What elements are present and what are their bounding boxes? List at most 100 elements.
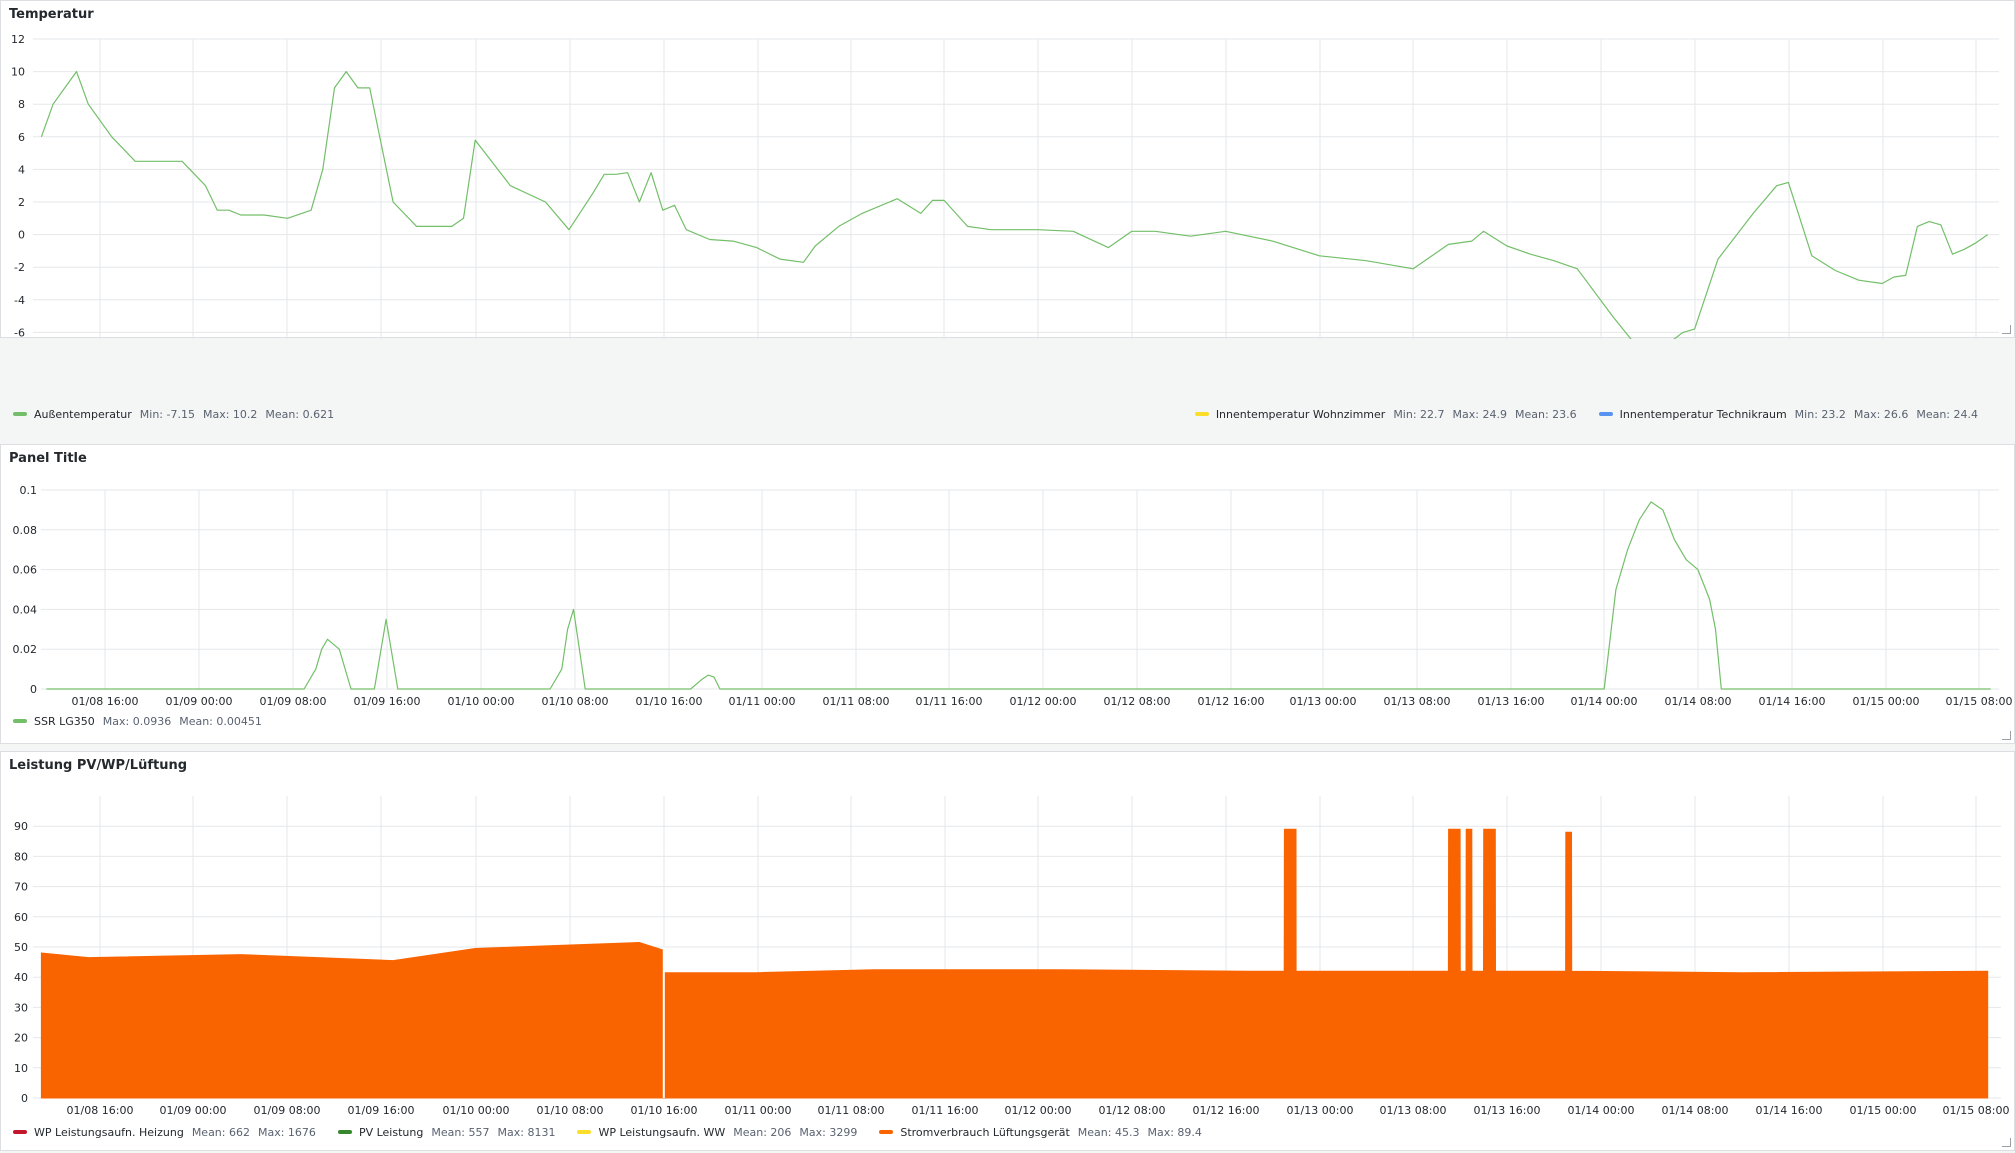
y-tick-label: 0.1 — [20, 484, 38, 497]
legend-stat: Mean: 45.3 — [1077, 1125, 1140, 1139]
x-tick-label: 01/10 08:00 — [542, 695, 609, 708]
legend-swatch — [13, 1130, 27, 1134]
y-tick-label: 0.08 — [13, 524, 38, 537]
legend-stat: Max: 0.0936 — [102, 714, 172, 728]
y-tick-label: 80 — [14, 850, 28, 863]
x-tick-label: 01/12 00:00 — [1010, 695, 1077, 708]
x-tick-label: 01/13 08:00 — [1384, 695, 1451, 708]
x-tick-label: 01/12 00:00 — [1005, 1104, 1072, 1117]
legend-left: Außentemperatur Min: -7.15 Max: 10.2 Mean: … — [13, 406, 356, 422]
x-tick-label: 01/10 16:00 — [636, 695, 703, 708]
legend-series-name: Außentemperatur — [34, 407, 132, 421]
legend-item[interactable]: PV Leistung Mean: 557 Max: 8131 — [337, 1125, 564, 1139]
y-tick-label: 70 — [14, 881, 28, 894]
x-tick-label: 01/14 08:00 — [1662, 1104, 1729, 1117]
legend-item[interactable]: WP Leistungsaufn. WW Mean: 206 Max: 3299 — [577, 1126, 865, 1139]
legend-stat: Mean: 206 — [733, 1125, 792, 1139]
y-tick-label: 8 — [18, 98, 25, 111]
panel-title[interactable]: Leistung PV/WP/Lüftung — [9, 758, 188, 773]
legend-stat: Max: 24.9 — [1452, 407, 1507, 421]
legend-swatch — [577, 1130, 592, 1134]
x-tick-label: 01/15 00:00 — [1853, 695, 1920, 708]
x-tick-label: 01/08 16:00 — [67, 1104, 134, 1117]
legend-item[interactable]: Außentemperatur Min: -7.15 Max: 10.2 Mean: … — [13, 408, 342, 421]
x-tick-label: 01/14 16:00 — [1759, 695, 1826, 708]
x-tick-label: 01/10 08:00 — [537, 1104, 604, 1117]
legend-stat: Min: 22.7 — [1393, 407, 1445, 421]
legend-item[interactable]: WP Leistungsaufn. Heizung Mean: 662 Max: 1… — [13, 1126, 324, 1139]
x-tick-label: 01/09 08:00 — [254, 1104, 321, 1117]
y-tick-label: -4 — [14, 294, 25, 307]
x-tick-label: 01/14 00:00 — [1571, 695, 1638, 708]
y-tick-label: 6 — [18, 131, 25, 144]
legend-stat: Max: 8131 — [497, 1125, 556, 1139]
legend-stat: Max: 26.6 — [1853, 407, 1909, 421]
legend-series-name: PV Leistung — [358, 1125, 424, 1139]
y-tick-label: 90 — [14, 820, 28, 833]
legend-stat: Max: 3299 — [799, 1125, 858, 1139]
legend-series-name: Innentemperatur Wohnzimmer — [1215, 407, 1386, 421]
legend-series-name: WP Leistungsaufn. WW — [598, 1125, 726, 1139]
legend-stat: Mean: 0.00451 — [179, 714, 262, 728]
x-tick-label: 01/13 08:00 — [1380, 1104, 1447, 1117]
legend-stat: Mean: 23.6 — [1514, 407, 1577, 421]
legend-series-name: Innentemperatur Technikraum — [1619, 407, 1787, 421]
legend-stat: Max: 1676 — [257, 1125, 316, 1139]
y-tick-label: 60 — [14, 911, 28, 924]
series-line — [40, 71, 1989, 339]
legend-stat: Max: 10.2 — [202, 407, 258, 421]
y-tick-label: 0 — [21, 1092, 28, 1105]
legend-swatch — [1194, 412, 1209, 416]
x-tick-label: 01/10 00:00 — [443, 1104, 510, 1117]
leistung-panel: Leistung PV/WP/Lüftung 90 80 70 60 50 40 30 20 1… — [0, 751, 2015, 1151]
x-tick-label: 01/15 08:00 — [1946, 695, 2013, 708]
x-tick-label: 01/14 16:00 — [1756, 1104, 1823, 1117]
resize-handle[interactable] — [2002, 1138, 2011, 1147]
y-tick-label: 0 — [30, 683, 37, 696]
x-tick-label: 01/09 08:00 — [260, 695, 327, 708]
legend-stat: Mean: 24.4 — [1916, 407, 1978, 421]
y-tick-label: 40 — [14, 971, 28, 984]
legend-left: SSR LG350 Max: 0.0936 Mean: 0.00451 — [13, 713, 284, 729]
legend-item[interactable]: Stromverbrauch Lüftungsgerät Mean: 45.3 Ma… — [879, 1126, 1210, 1139]
x-tick-label: 01/11 08:00 — [823, 695, 890, 708]
legend-series-name: Stromverbrauch Lüftungsgerät — [900, 1125, 1070, 1139]
panel-title[interactable]: Panel Title — [9, 451, 87, 466]
y-tick-label: 20 — [14, 1032, 28, 1045]
y-tick-label: 2 — [18, 196, 25, 209]
legend-item[interactable]: Innentemperatur Technikraum Min: 23.2 Max:… — [1598, 407, 1986, 421]
x-tick-label: 01/09 00:00 — [166, 695, 233, 708]
leistung-chart[interactable]: 90 80 70 60 50 40 30 20 10 0 01/08 16:00 01/09 00:0… — [1, 752, 2015, 1152]
legend-stat: Mean: 0.621 — [265, 407, 335, 421]
x-tick-label: 01/12 16:00 — [1198, 695, 1265, 708]
legend-series-name: SSR LG350 — [34, 714, 95, 728]
x-tick-label: 01/11 16:00 — [912, 1104, 979, 1117]
legend-series-name: WP Leistungsaufn. Heizung — [34, 1125, 184, 1139]
panel-title[interactable]: Temperatur — [9, 7, 94, 22]
legend-item[interactable]: Innentemperatur Wohnzimmer Min: 22.7 Max: … — [1194, 407, 1585, 421]
legend-item[interactable]: SSR LG350 Max: 0.0936 Mean: 0.00451 — [13, 715, 270, 728]
legend-swatch — [13, 412, 27, 416]
y-tick-label: 0.04 — [13, 603, 38, 616]
series-line — [46, 501, 1991, 690]
x-tick-label: 01/11 16:00 — [916, 695, 983, 708]
y-tick-label: 10 — [14, 1062, 28, 1075]
resize-handle[interactable] — [2002, 731, 2011, 740]
y-tick-label: 12 — [11, 33, 25, 46]
y-tick-label: 30 — [14, 1001, 28, 1014]
y-tick-label: 10 — [11, 66, 25, 79]
x-tick-label: 01/11 00:00 — [729, 695, 796, 708]
legend-right: Innentemperatur Wohnzimmer Min: 22.7 Max: … — [1194, 406, 2000, 422]
y-tick-label: 4 — [18, 163, 25, 176]
x-tick-label: 01/09 00:00 — [160, 1104, 227, 1117]
x-tick-label: 01/13 16:00 — [1474, 1104, 1541, 1117]
y-tick-label: -2 — [14, 261, 25, 274]
x-tick-label: 01/13 00:00 — [1287, 1104, 1354, 1117]
ssr-chart[interactable]: 0.1 0.08 0.06 0.04 0.02 0 01/08 16:00 01/09 00:… — [1, 445, 2015, 745]
resize-handle[interactable] — [2002, 325, 2011, 334]
legend-stat: Min: 23.2 — [1794, 407, 1846, 421]
x-tick-label: 01/11 00:00 — [725, 1104, 792, 1117]
x-tick-label: 01/15 00:00 — [1850, 1104, 1917, 1117]
x-tick-label: 01/15 08:00 — [1943, 1104, 2010, 1117]
